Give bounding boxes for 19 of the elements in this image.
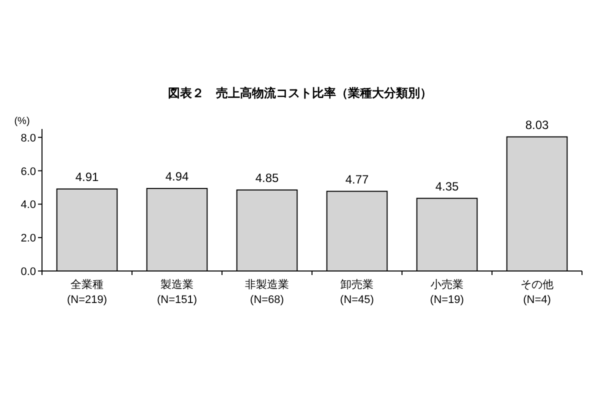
x-tick-label: 非製造業 (N=68) [245,278,289,306]
x-tick-label: 全業種 (N=219) [66,279,108,306]
data-label: 4.91 [75,170,99,184]
x-tick-label: 製造業 (N=151) [156,278,198,306]
y-tick-label: 6.0 [20,166,36,178]
chart-title: 図表２ 売上高物流コスト比率（業種大分類別） [168,86,432,100]
data-label: 8.03 [525,118,549,132]
data-label: 4.85 [255,170,279,185]
x-tick-label: 小売業 (N=19) [430,278,464,306]
y-tick-label: 4.0 [20,199,36,212]
x-tick-label: 卸売業 (N=45) [340,278,374,306]
data-label: 4.77 [345,172,369,186]
data-label: 4.94 [165,169,189,184]
y-axis-title: (%) [14,116,30,127]
y-tick-label: 8.0 [20,132,36,144]
y-tick-label: 2.0 [20,232,36,245]
data-label: 4.35 [435,179,459,194]
y-tick-label: 0.0 [20,266,36,278]
x-tick-label: その他 (N=4) [520,279,554,306]
